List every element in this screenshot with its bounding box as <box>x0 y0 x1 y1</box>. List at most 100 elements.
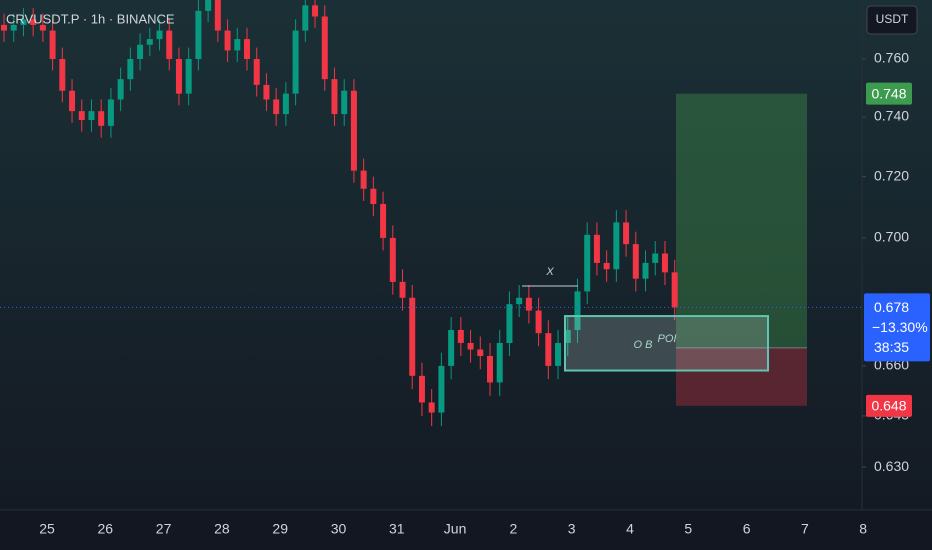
candle-body <box>477 349 484 357</box>
order-block <box>564 315 769 372</box>
candle-body <box>107 99 114 126</box>
candle-body <box>244 39 250 60</box>
stop-badge <box>866 394 912 417</box>
candle-body <box>623 222 630 245</box>
x-tick-label: 8 <box>859 521 867 537</box>
candle-body <box>418 375 425 403</box>
candle-body <box>555 342 562 366</box>
order-block-label: O B <box>634 339 653 351</box>
candle-body <box>448 329 455 366</box>
y-tick-label: 0.760 <box>874 50 909 66</box>
candle-body <box>564 329 571 343</box>
candle-body <box>661 253 668 273</box>
overlay: O B POI X <box>0 266 862 372</box>
candle-body <box>652 253 659 263</box>
candle-body <box>146 39 153 45</box>
candle-body <box>156 30 163 40</box>
x-tick-label: 26 <box>98 521 114 537</box>
candle-body <box>253 59 260 85</box>
candle-body <box>584 234 591 292</box>
x-tick-label: 31 <box>389 521 405 537</box>
candle-body <box>49 30 56 60</box>
zones <box>676 93 807 406</box>
last-price-badge <box>864 293 930 362</box>
x-tick-label: 28 <box>214 521 230 537</box>
currency-label[interactable]: USDT <box>876 12 909 26</box>
candle-body <box>224 30 231 51</box>
currency-button[interactable] <box>866 5 918 35</box>
last-price-change: −13.30% <box>872 319 928 335</box>
x-tick-label: 7 <box>801 521 809 537</box>
target-badge-label: 0.748 <box>871 85 906 101</box>
candle-body <box>380 203 387 238</box>
time-axis-background <box>0 510 932 550</box>
loss-zone <box>676 347 807 406</box>
candle-body <box>632 244 639 279</box>
candle-body <box>331 79 338 115</box>
y-tick-label: 0.720 <box>874 167 909 183</box>
y-tick-label: 0.740 <box>874 108 909 124</box>
candle-body <box>312 5 319 17</box>
stop-badge-label: 0.648 <box>871 398 906 414</box>
candle-body <box>516 297 523 305</box>
candle-body <box>428 402 435 413</box>
candle-body <box>30 19 37 25</box>
candle-body <box>292 30 299 94</box>
candle-body <box>525 297 532 311</box>
x-tick-label: Jun <box>444 521 467 537</box>
candle-body <box>438 365 445 413</box>
candle-body <box>1 24 7 31</box>
candle-body <box>127 59 134 80</box>
candle-body <box>282 93 289 115</box>
candle-body <box>350 90 357 171</box>
candle-body <box>302 5 309 31</box>
candle-body <box>360 170 367 189</box>
candle-body <box>234 39 241 51</box>
candle-body <box>273 99 280 115</box>
last-price-countdown: 38:35 <box>874 339 909 355</box>
candle-body <box>205 0 212 11</box>
x-tick-label: 30 <box>331 521 347 537</box>
candle-body <box>496 342 503 383</box>
candle-body <box>535 310 542 334</box>
candle-body <box>166 30 173 60</box>
x-tick-label: 2 <box>510 521 518 537</box>
swing-label: X <box>545 266 554 278</box>
chart-background <box>0 0 932 510</box>
symbol-title: CRVUSDT.P · 1h · BINANCE <box>6 11 175 26</box>
axis: 0.7600.7400.7200.7000.6600.6450.63025262… <box>39 50 930 537</box>
x-tick-label: 27 <box>156 521 172 537</box>
candle-body <box>321 16 328 80</box>
x-tick-label: 25 <box>39 521 55 537</box>
candle-body <box>370 188 377 204</box>
candle-body <box>341 90 348 115</box>
candle-body <box>69 90 76 112</box>
candle-body <box>137 44 144 60</box>
candle-body <box>98 111 105 126</box>
poi-label: POI <box>658 333 677 345</box>
y-tick-label: 0.630 <box>874 458 909 474</box>
candle-body <box>457 329 464 343</box>
x-tick-label: 29 <box>272 521 288 537</box>
x-tick-label: 4 <box>626 521 634 537</box>
target-badge <box>866 82 912 105</box>
candle-body <box>409 297 416 376</box>
candle-body <box>59 59 66 91</box>
candle-body <box>506 304 513 343</box>
candle-body <box>39 24 46 31</box>
last-price-label: 0.678 <box>874 299 909 315</box>
candle-body <box>613 222 620 270</box>
candle-body <box>399 281 406 298</box>
candle-body <box>671 272 678 308</box>
candle-body <box>574 291 581 330</box>
candle-body <box>175 59 182 94</box>
candle-body <box>88 111 95 120</box>
candle-body <box>185 59 192 94</box>
candle-body <box>603 262 610 270</box>
candle-body <box>389 237 396 282</box>
candle-body <box>593 234 600 263</box>
candle-body <box>487 356 493 383</box>
candle-body <box>263 84 270 100</box>
candles <box>1 0 678 427</box>
